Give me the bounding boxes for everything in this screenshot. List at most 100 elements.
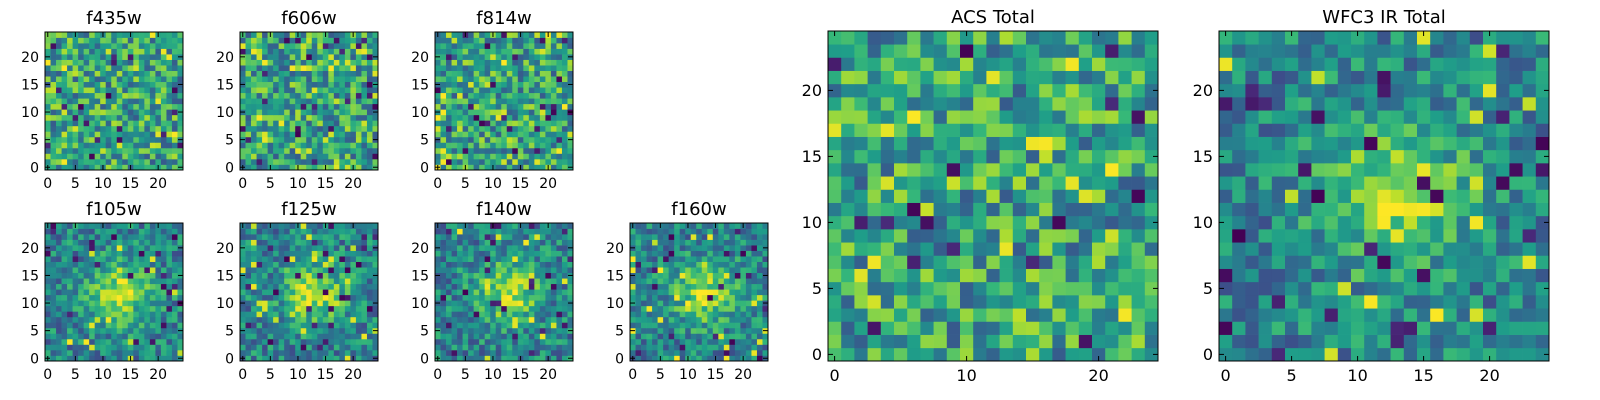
- heatmap-cell: [501, 70, 508, 77]
- heatmap-cell: [56, 294, 62, 301]
- heatmap-cell: [144, 239, 151, 246]
- heatmap-cell: [446, 283, 452, 290]
- heatmap-cell: [94, 289, 101, 296]
- heatmap-cell: [133, 223, 140, 229]
- heatmap-cell: [567, 344, 574, 351]
- heatmap-cell: [177, 32, 184, 38]
- heatmap-cell: [550, 92, 557, 99]
- heatmap-cell: [512, 76, 519, 83]
- heatmap-cell: [468, 59, 474, 66]
- heatmap-cell: [468, 223, 474, 229]
- heatmap-cell: [83, 59, 90, 66]
- heatmap-cell: [311, 300, 318, 307]
- heatmap-cell: [854, 321, 868, 335]
- heatmap-cell: [171, 267, 178, 274]
- heatmap-cell: [630, 239, 636, 246]
- heatmap-cell: [94, 76, 101, 83]
- heatmap-cell: [155, 327, 162, 334]
- heatmap-cell: [111, 322, 118, 329]
- heatmap-cell: [556, 147, 563, 154]
- heatmap-cell: [355, 278, 362, 285]
- heatmap-cell: [122, 142, 129, 149]
- heatmap-cell: [539, 37, 546, 44]
- heatmap-cell: [641, 283, 647, 290]
- heatmap-cell: [657, 267, 664, 274]
- heatmap-cell: [550, 250, 557, 257]
- heatmap-cell: [701, 289, 708, 296]
- heatmap-cell: [440, 164, 447, 171]
- heatmap-cell: [311, 261, 318, 268]
- heatmap-cell: [446, 131, 452, 138]
- heatmap-cell: [322, 92, 329, 99]
- heatmap-cell: [484, 153, 491, 160]
- heatmap-cell: [652, 322, 658, 329]
- heatmap-cell: [366, 158, 373, 165]
- heatmap-cell: [256, 136, 263, 143]
- heatmap-cell: [479, 283, 486, 290]
- heatmap-cell: [446, 87, 452, 94]
- heatmap-cell: [245, 305, 252, 312]
- heatmap-cell: [94, 59, 101, 66]
- heatmap-cell: [333, 327, 340, 334]
- heatmap-cell: [245, 245, 252, 251]
- heatmap-cell: [289, 131, 296, 138]
- heatmap-cell: [550, 153, 557, 160]
- heatmap-cell: [171, 239, 178, 246]
- heatmap-cell: [534, 349, 541, 356]
- heatmap-cell: [45, 37, 51, 44]
- heatmap-cell: [484, 223, 491, 229]
- heatmap-cell: [284, 54, 291, 60]
- heatmap-cell: [56, 120, 62, 127]
- heatmap-cell: [160, 48, 167, 55]
- heatmap-cell: [523, 109, 530, 116]
- heatmap-cell: [311, 256, 318, 262]
- heatmap-cell: [56, 43, 62, 49]
- heatmap-cell: [545, 289, 552, 296]
- heatmap-cell: [133, 289, 140, 296]
- heatmap-cell: [144, 256, 151, 262]
- heatmap-cell: [149, 65, 156, 71]
- heatmap-cell: [50, 294, 57, 301]
- heatmap-cell: [284, 92, 291, 99]
- heatmap-cell: [545, 153, 552, 160]
- heatmap-cell: [372, 344, 379, 351]
- heatmap-cell: [300, 76, 307, 83]
- heatmap-cell: [350, 54, 357, 60]
- heatmap-cell: [451, 98, 458, 105]
- heatmap-cell: [127, 283, 134, 290]
- heatmap-cell: [284, 305, 291, 312]
- heatmap-cell: [116, 120, 123, 127]
- heatmap-cell: [61, 92, 68, 99]
- heatmap-cell: [50, 114, 57, 121]
- heatmap-cell: [630, 256, 636, 262]
- heatmap-cell: [111, 48, 118, 55]
- heatmap-cell: [440, 349, 447, 356]
- heatmap-cell: [328, 131, 335, 138]
- heatmap-cell: [273, 311, 279, 318]
- heatmap-cell: [973, 229, 987, 243]
- heatmap-cell: [339, 344, 346, 351]
- heatmap-cell: [1118, 242, 1132, 256]
- heatmap-cell: [1105, 268, 1119, 283]
- heatmap-cell: [946, 229, 961, 243]
- heatmap-cell: [105, 136, 112, 143]
- heatmap-cell: [100, 54, 107, 60]
- heatmap-cell: [372, 103, 379, 110]
- heatmap-cell: [462, 250, 469, 257]
- heatmap-cell: [1065, 202, 1080, 217]
- heatmap-cell: [512, 131, 519, 138]
- heatmap-cell: [111, 120, 118, 127]
- heatmap-cell: [256, 120, 263, 127]
- heatmap-cell: [273, 164, 279, 171]
- heatmap-cell: [707, 223, 714, 229]
- heatmap-cell: [690, 245, 697, 251]
- heatmap-cell: [311, 234, 318, 240]
- heatmap-cell: [278, 305, 285, 312]
- heatmap-cell: [240, 114, 246, 121]
- heatmap-cell: [105, 228, 112, 235]
- heatmap-cell: [446, 245, 452, 251]
- heatmap-cell: [1131, 308, 1146, 322]
- heatmap-cell: [322, 120, 329, 127]
- heatmap-cell: [674, 300, 681, 307]
- heatmap-cell: [177, 239, 184, 246]
